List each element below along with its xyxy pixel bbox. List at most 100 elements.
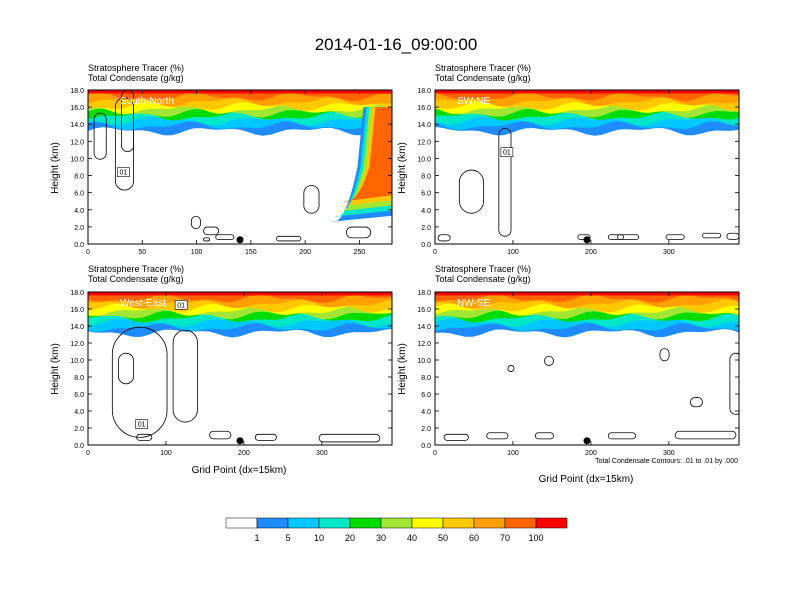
y-tick-label: 0.0 — [421, 242, 431, 249]
colorbar-label-7: 50 — [438, 533, 448, 543]
colorbar-label-1: 1 — [254, 533, 259, 543]
colorbar-swatch-9 — [473, 517, 506, 529]
condensate-contour-7 — [118, 352, 135, 385]
x-tick-label: 100 — [191, 249, 203, 256]
y-tick-label: 0.0 — [421, 443, 431, 450]
y-tick-label: 14.0 — [70, 122, 84, 129]
condensate-contour-4 — [254, 433, 277, 441]
y-tick-label: 18.0 — [417, 88, 431, 95]
tracer-band-top — [435, 90, 739, 94]
colorbar-swatch-6 — [380, 517, 413, 529]
y-tick-label: 14.0 — [417, 324, 431, 331]
x-tick-label: 300 — [663, 249, 675, 256]
panel-1-plot-area — [88, 90, 392, 244]
contour-label-box — [135, 419, 148, 429]
panel-2-header-line-1: Stratosphere Tracer (%) — [435, 63, 531, 73]
condensate-contour-5 — [318, 433, 381, 443]
figure-title: 2014-01-16_09:00:00 — [315, 35, 478, 54]
contour-note: Total Condensate Contours: .01 to .01 by… — [595, 458, 738, 465]
tracer-band-top — [88, 292, 392, 296]
y-tick-label: 8.0 — [421, 174, 431, 181]
colorbar: 1 5 10 20 30 40 50 60 70 100 — [225, 517, 568, 543]
x-tick-label: 0 — [86, 450, 90, 457]
panel-2-header-line-2: Total Condensate (g/kg) — [435, 73, 531, 83]
condensate-contour-3 — [121, 90, 134, 152]
y-tick-label: 4.0 — [74, 208, 84, 215]
condensate-contour-7 — [215, 234, 235, 240]
panel-label: West-East — [120, 298, 166, 309]
panel-4: NW-SE 0.0 2.0 4.0 6.0 8.0 10.0 12.0 14.0 16.0 18.0… — [417, 290, 740, 457]
condensate-contour-6 — [203, 237, 211, 242]
condensate-contour-5 — [607, 234, 624, 240]
colorbar-swatch-3 — [287, 517, 320, 529]
condensate-contour-3 — [209, 430, 232, 440]
colorbar-swatch-5 — [349, 517, 382, 529]
condensate-contour-8 — [702, 232, 722, 239]
plot-frame — [87, 89, 393, 245]
y-tick-label: 14.0 — [417, 122, 431, 129]
location-marker — [236, 437, 244, 445]
panel-label: SW-NE — [457, 96, 490, 107]
condensate-contour-8 — [276, 235, 302, 242]
x-tick-label: 300 — [663, 450, 675, 457]
y-tick-label: 6.0 — [74, 191, 84, 198]
y-tick-label: 2.0 — [421, 225, 431, 232]
y-tick-label: 18.0 — [70, 290, 84, 297]
condensate-contour-4 — [607, 432, 637, 440]
condensate-contour-10 — [203, 226, 220, 236]
colorbar-label-5: 30 — [376, 533, 386, 543]
panels: South-North010.02.04.06.08.010.012.014.0… — [70, 88, 740, 457]
condensate-contour-1 — [93, 112, 107, 160]
condensate-contour-1 — [443, 433, 469, 441]
condensate-contour-2 — [172, 329, 198, 423]
y-tick-label: 4.0 — [421, 208, 431, 215]
y-tick-label: 14.0 — [70, 324, 84, 331]
contour-label: 01 — [120, 170, 128, 177]
y-tick-label: 6.0 — [421, 191, 431, 198]
panel-4-plot-area — [435, 292, 739, 445]
panel-4-header-line-2: Total Condensate (g/kg) — [435, 274, 531, 284]
condensate-contour-7 — [689, 397, 703, 408]
condensate-contour-1 — [498, 128, 512, 237]
contour-label: 01 — [177, 302, 185, 309]
y-tick-label: 16.0 — [70, 105, 84, 112]
y-tick-label: 2.0 — [421, 426, 431, 433]
x-tick-label: 200 — [585, 249, 597, 256]
panel-3-header-line-2: Total Condensate (g/kg) — [88, 274, 184, 284]
y-tick-label: 16.0 — [417, 307, 431, 314]
contour-label-box — [174, 299, 188, 310]
y-tick-label: 6.0 — [74, 392, 84, 399]
plot-frame — [87, 291, 393, 446]
x-tick-label: 200 — [585, 450, 597, 457]
y-tick-label: 8.0 — [421, 375, 431, 382]
colorbar-swatch-11 — [535, 517, 568, 529]
colorbar-label-4: 20 — [345, 533, 355, 543]
y-tick-label: 4.0 — [421, 409, 431, 416]
x-tick-label: 250 — [354, 249, 366, 256]
x-tick-label: 150 — [245, 249, 257, 256]
y-tick-label: 18.0 — [70, 88, 84, 95]
condensate-contour-2 — [437, 234, 451, 242]
y-tick-label: 16.0 — [417, 105, 431, 112]
y-tick-label: 12.0 — [417, 139, 431, 146]
x-tick-label: 300 — [316, 450, 328, 457]
y-tick-label: 4.0 — [74, 409, 84, 416]
y-tick-label: 0.0 — [74, 443, 84, 450]
panel-2-ylabel: Height (km) — [397, 142, 408, 194]
x-tick-label: 100 — [160, 450, 172, 457]
panel-2: SW-NE 01 0.0 2.0 4.0 6.0 8.0 10.0 12.0 14.0 16.0 18… — [417, 88, 740, 256]
colorbar-label-8: 60 — [469, 533, 479, 543]
condensate-contour-8 — [659, 348, 670, 362]
location-marker — [583, 236, 591, 244]
panel-1: South-North 01 0.0 2.0 4.0 6.0 8.0 10.0 12.0 14.0… — [70, 88, 393, 256]
panel-4-ylabel: Height (km) — [397, 343, 408, 395]
panel-label: NW-SE — [457, 298, 490, 309]
condensate-contour-6 — [617, 234, 640, 240]
panel-1-header-line-2: Total Condensate (g/kg) — [88, 73, 184, 83]
x-tick-label: 0 — [433, 450, 437, 457]
x-tick-label: 200 — [299, 249, 311, 256]
y-tick-label: 6.0 — [421, 392, 431, 399]
contour-label-box — [117, 167, 130, 177]
panel-4-header-line-1: Stratosphere Tracer (%) — [435, 264, 531, 274]
colorbar-swatch-8 — [442, 517, 475, 529]
